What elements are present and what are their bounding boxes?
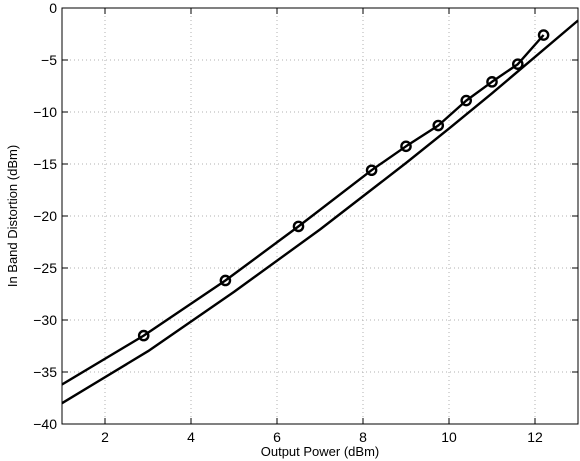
y-tick-label: −25 [33,260,57,276]
y-tick-label: −30 [33,312,57,328]
x-tick-label: 12 [527,429,543,445]
x-tick-label: 6 [273,429,281,445]
tick-labels: 2 4 6 8 10 12 0 −5 −10 −15 −20 −25 −30 −35 −40 [33,0,543,445]
x-tick-label: 2 [101,429,109,445]
y-tick-label: −15 [33,156,57,172]
x-tick-label: 4 [187,429,195,445]
series-2-line [61,19,579,405]
x-tick-label: 10 [441,429,457,445]
y-axis-title: In Band Distortion (dBm) [5,145,20,287]
plot-frame [61,7,579,425]
y-tick-label: −10 [33,104,57,120]
series-1-point [137,329,150,342]
y-tick-label: 0 [49,0,57,16]
x-axis-title: Output Power (dBm) [261,444,380,459]
series-1-point [537,29,550,41]
series-1-line [61,34,545,386]
series-1-point [292,220,305,233]
series-1-point [432,119,445,132]
series-1-point [460,94,473,107]
series-1-point [486,76,498,88]
axis-ticks [62,7,578,425]
series-layer [61,19,579,405]
series-1-point [400,140,412,153]
x-tick-label: 8 [359,429,367,445]
y-tick-label: −35 [33,364,57,380]
y-tick-label: −5 [41,52,57,68]
series-1-point [219,274,232,287]
y-tick-label: −40 [33,416,57,432]
series-1-point [512,58,524,70]
grid [62,7,578,425]
y-tick-label: −20 [33,208,57,224]
series-1-point [365,164,378,177]
